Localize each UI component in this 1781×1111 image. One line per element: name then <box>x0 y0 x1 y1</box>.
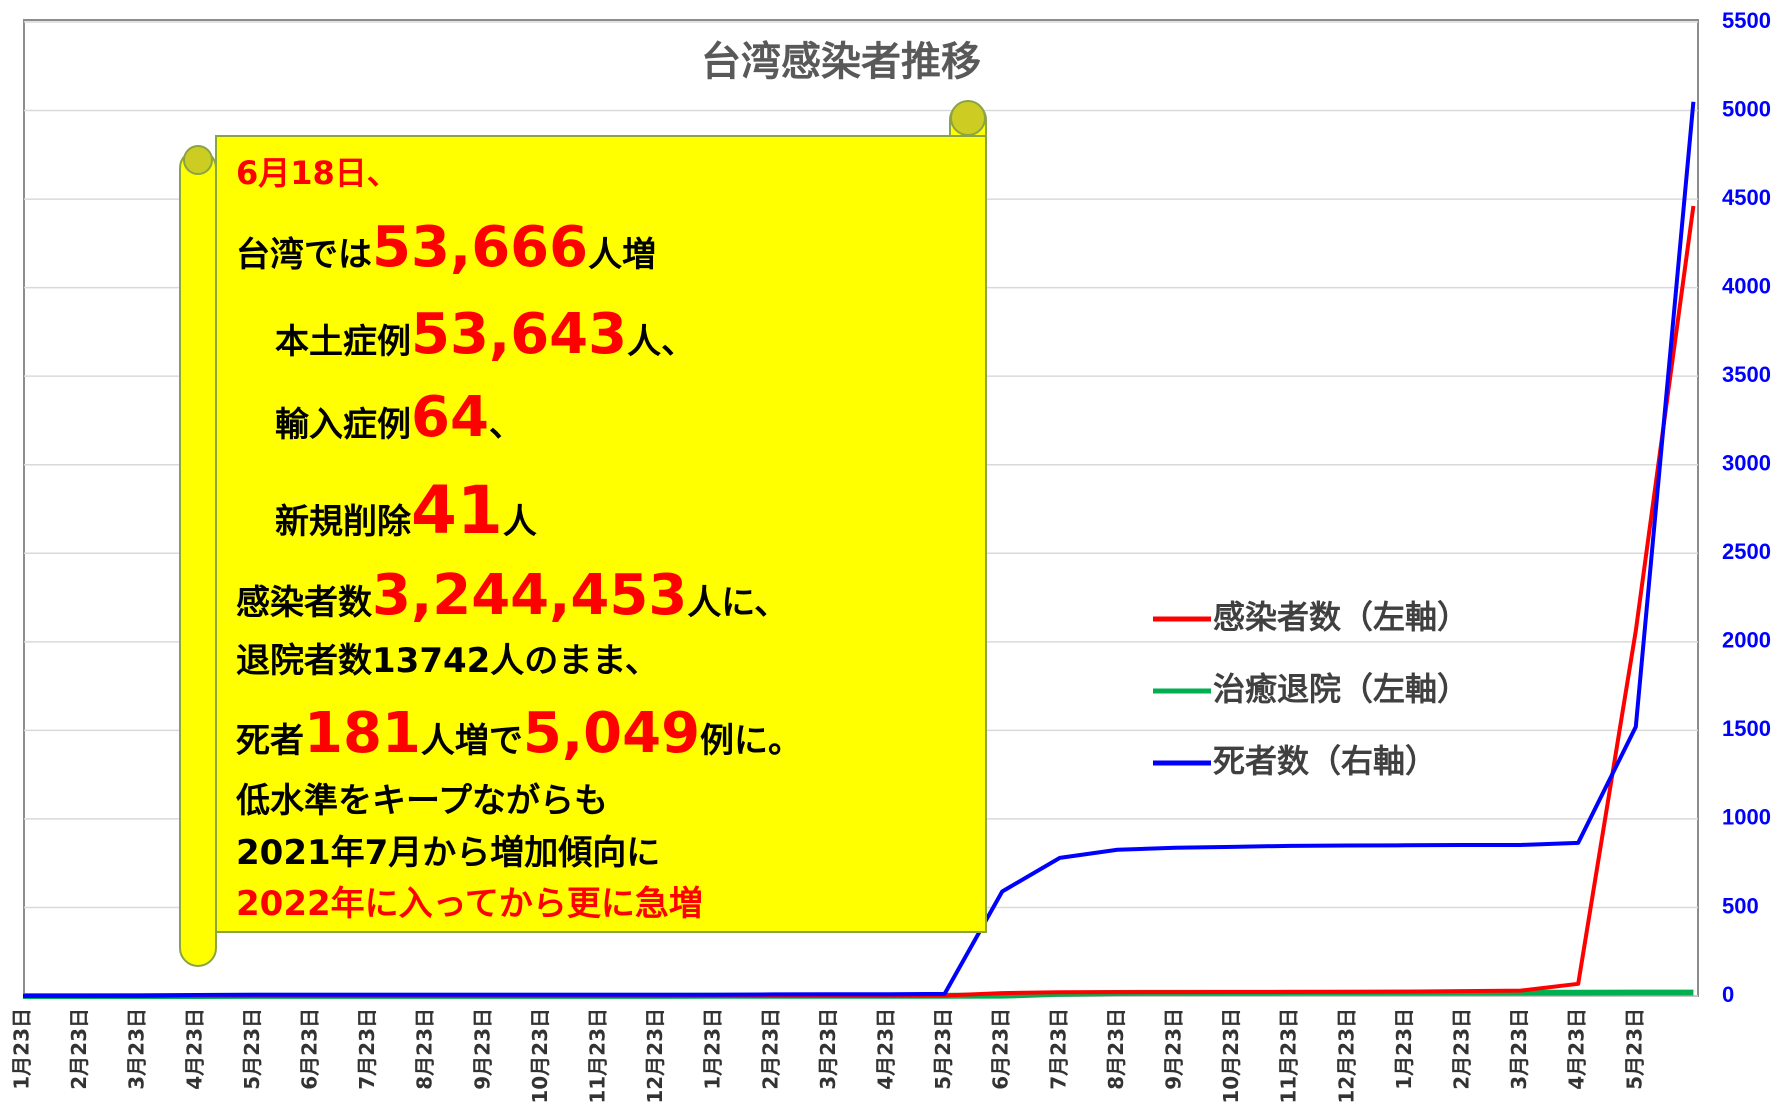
y2-tick-label: 1000 <box>1722 805 1771 830</box>
scroll-roll <box>179 149 217 967</box>
annotation-text: 感染者数 <box>236 583 372 623</box>
annotation-text: 人 <box>503 502 537 542</box>
x-tick-label: 10月23日 <box>528 1008 552 1104</box>
scroll-roll-end <box>183 145 213 175</box>
annotation-number: 53,666 <box>372 215 588 280</box>
x-tick-label: 10月23日 <box>1219 1008 1243 1104</box>
x-tick-label: 4月23日 <box>874 1008 898 1090</box>
x-tick-label: 12月23日 <box>643 1008 667 1104</box>
scroll-annotation: 6月18日、 台湾では53,666人増 本土症例53,643人、 輸入症例64、… <box>179 100 987 967</box>
x-tick-label: 8月23日 <box>1104 1008 1128 1090</box>
y2-tick-label: 5000 <box>1722 96 1771 121</box>
lines <box>22 101 1696 999</box>
x-tick-label: 1月23日 <box>1392 1008 1416 1090</box>
annotation-text: 2022年に入ってから更に急増 <box>236 884 703 924</box>
legend-label: 死者数（右軸） <box>1213 742 1437 780</box>
y2-tick-label: 5500 <box>1722 8 1771 33</box>
x-tick-label: 2月23日 <box>1450 1008 1474 1090</box>
x-tick-label: 12月23日 <box>1334 1008 1358 1104</box>
chart-title: 台湾感染者推移 <box>701 39 981 85</box>
y2-tick-label: 0 <box>1722 982 1734 1007</box>
y2-tick-label: 3000 <box>1722 451 1771 476</box>
x-tick-label: 1月23日 <box>701 1008 725 1090</box>
annotation-text: 人増 <box>588 235 656 275</box>
x-tick-label: 7月23日 <box>1046 1008 1070 1090</box>
x-tick-label: 2月23日 <box>758 1008 782 1090</box>
y2-tick-label: 2500 <box>1722 539 1771 564</box>
annotation-text: 低水準をキープながらも <box>236 781 608 821</box>
x-tick-label: 11月23日 <box>1277 1008 1301 1104</box>
annotation-text: 人、 <box>627 322 695 362</box>
x-tick-label: 2月23日 <box>67 1008 91 1090</box>
x-tick-label: 3月23日 <box>816 1008 840 1090</box>
annotation-number: 53,643 <box>411 302 627 367</box>
y2-tick-label: 3500 <box>1722 362 1771 387</box>
annotation-text: 新規削除 <box>275 502 412 542</box>
y2-tick-label: 4000 <box>1722 273 1771 298</box>
annotation-number: 181 <box>304 701 421 766</box>
x-tick-label: 8月23日 <box>413 1008 437 1090</box>
x-tick-label: 5月23日 <box>931 1008 955 1090</box>
x-tick-label: 6月23日 <box>298 1008 322 1090</box>
legend-label: 感染者数（左軸） <box>1213 598 1469 636</box>
y2-tick-label: 4500 <box>1722 185 1771 210</box>
legend: 感染者数（左軸） 治癒退院（左軸） 死者数（右軸） <box>1153 598 1469 780</box>
y2-tick-label: 500 <box>1722 893 1759 918</box>
annotation-text: 例に。 <box>700 721 802 761</box>
legend-label: 治癒退院（左軸） <box>1213 670 1469 708</box>
annotation-number: 5,049 <box>523 701 700 766</box>
x-tick-label: 1月23日 <box>10 1008 34 1090</box>
annotation-text: 退院者数13742人のまま、 <box>236 641 659 681</box>
x-tick-label: 11月23日 <box>586 1008 610 1104</box>
annotation-text: 6月18日、 <box>236 154 399 192</box>
x-tick-label: 4月23日 <box>1565 1008 1589 1090</box>
annotation-text: 、 <box>489 405 523 445</box>
x-tick-label: 9月23日 <box>470 1008 494 1090</box>
annotation-text: 台湾では <box>236 235 372 275</box>
annotation-text: 人増で <box>421 721 523 761</box>
x-tick-label: 6月23日 <box>989 1008 1013 1090</box>
x-tick-label: 4月23日 <box>182 1008 206 1090</box>
annotation-text: 本土症例 <box>275 322 411 362</box>
x-tick-label: 3月23日 <box>125 1008 149 1090</box>
series-line <box>23 101 1696 998</box>
annotation-text: 輸入症例 <box>275 405 411 445</box>
x-tick-label: 3月23日 <box>1507 1008 1531 1090</box>
annotation-text: 人に、 <box>687 583 788 623</box>
scroll-curl-end <box>950 100 986 136</box>
scroll-body <box>215 135 987 933</box>
annotation-text: 死者 <box>236 721 304 761</box>
y2-tick-label: 1500 <box>1722 716 1771 741</box>
annotation: 6月18日、 台湾では53,666人増 本土症例53,643人、 輸入症例64、… <box>236 153 814 924</box>
x-tick-label: 9月23日 <box>1162 1008 1186 1090</box>
annotation-number: 3,244,453 <box>372 563 687 628</box>
x-tick-label: 7月23日 <box>355 1008 379 1090</box>
annotation-number: 64 <box>411 385 489 450</box>
x-tick-label: 5月23日 <box>240 1008 264 1090</box>
annotation-number: 41 <box>411 472 503 549</box>
y2-tick-label: 2000 <box>1722 628 1771 653</box>
x-tick-label: 5月23日 <box>1622 1008 1646 1090</box>
annotation-text: 2021年7月から増加傾向に <box>236 833 660 873</box>
